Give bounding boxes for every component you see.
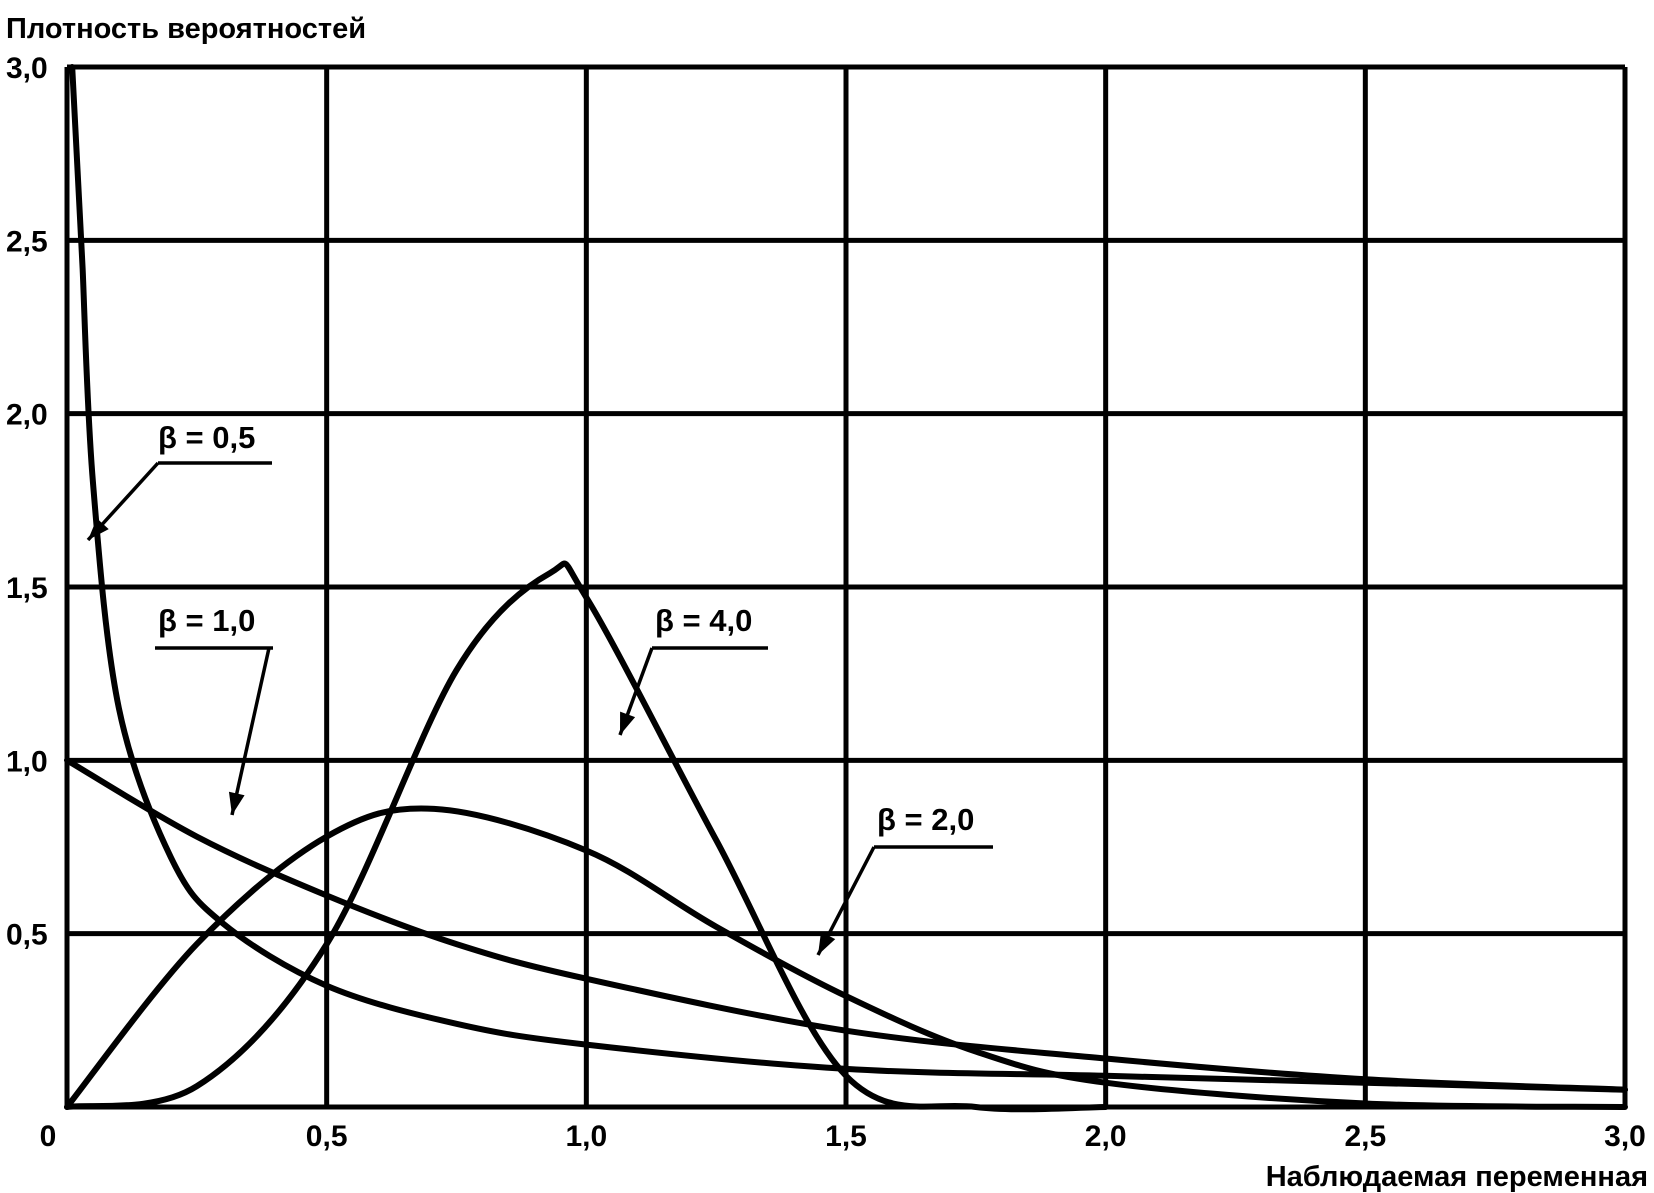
x-tick-label-0: 0,5 (306, 1120, 348, 1153)
x-tick-label-5: 3,0 (1604, 1120, 1646, 1153)
y-tick-label-3: 2,0 (6, 399, 48, 432)
grid (64, 64, 1628, 1110)
curve-beta-40 (64, 560, 1109, 1113)
curves (64, 64, 1628, 1113)
leader-line-beta-10 (230, 647, 271, 816)
curve-label-beta-10: β = 1,0 (158, 603, 255, 638)
x-tick-label-2: 1,5 (825, 1120, 867, 1153)
x-tick-label-4: 2,5 (1344, 1120, 1386, 1153)
y-tick-label-0: 0,5 (6, 919, 48, 952)
arrow-head-beta-20 (818, 931, 836, 955)
arrow-head-beta-40 (620, 711, 636, 735)
x-axis-title: Наблюдаемая переменная (1266, 1161, 1648, 1193)
curve-beta-10 (64, 757, 1628, 1093)
y-tick-label-5: 3,0 (6, 52, 48, 85)
curve-label-beta-05: β = 0,5 (158, 420, 255, 455)
curve-label-beta-20: β = 2,0 (877, 802, 974, 837)
arrow-head-beta-05 (88, 518, 109, 540)
y-tick-label-4: 2,5 (6, 225, 48, 258)
curve-label-beta-40: β = 4,0 (655, 603, 752, 638)
curve-beta-20 (64, 805, 1628, 1110)
y-tick-label-2: 1,5 (6, 572, 48, 605)
y-axis-title: Плотность вероятностей (6, 13, 366, 45)
origin-label: 0 (40, 1120, 57, 1153)
x-tick-label-1: 1,0 (565, 1120, 607, 1153)
y-tick-label-1: 1,0 (6, 745, 48, 778)
annotations: β = 0,5 β = 1,0 β = 2,0 β = 4,0 (86, 420, 993, 956)
x-tick-label-3: 2,0 (1085, 1120, 1127, 1153)
tick-labels: 0,5 1,0 1,5 2,0 2,5 3,0 0,5 1,0 1,5 2,0 2,5 3,0 (6, 52, 1646, 1153)
curve-beta-05 (69, 64, 1628, 1093)
arrow-head-beta-10 (228, 791, 245, 815)
